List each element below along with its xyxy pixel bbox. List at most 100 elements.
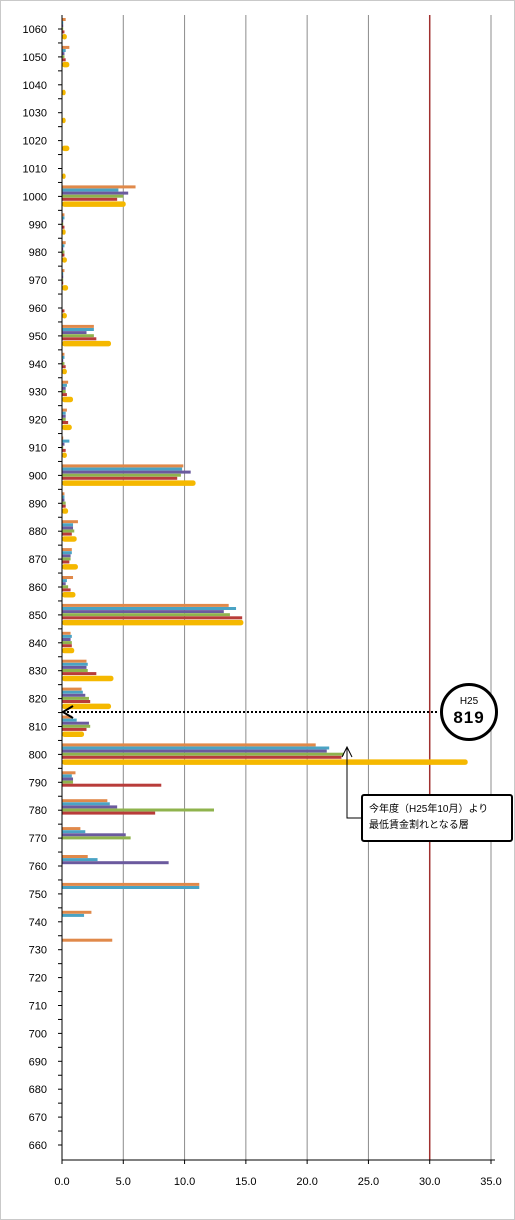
bar xyxy=(62,592,76,598)
bar xyxy=(62,386,66,390)
bar xyxy=(62,222,64,226)
bar xyxy=(62,191,129,195)
bar xyxy=(62,579,67,583)
bar xyxy=(62,700,91,703)
bar xyxy=(62,257,67,263)
bar xyxy=(62,241,66,245)
bar xyxy=(62,417,66,421)
annotation-line1: 今年度（H25年10月）より xyxy=(369,804,489,815)
y-tick-label: 690 xyxy=(29,1056,47,1068)
y-tick-label: 930 xyxy=(29,387,47,399)
bar xyxy=(62,529,75,533)
y-tick-label: 1000 xyxy=(23,191,47,203)
bar xyxy=(62,802,110,806)
bar xyxy=(62,669,88,672)
bar xyxy=(62,808,214,812)
y-tick-label: 910 xyxy=(29,443,47,455)
bar xyxy=(62,548,72,552)
bar xyxy=(62,613,230,617)
bar xyxy=(62,886,200,889)
bar xyxy=(62,687,82,691)
y-tick-label: 810 xyxy=(29,722,47,734)
bar xyxy=(62,749,327,753)
y-tick-label: 740 xyxy=(29,917,47,929)
bar xyxy=(62,21,64,25)
bar xyxy=(62,644,72,648)
bar xyxy=(62,603,229,607)
y-tick-labels: 1060 1050 1040 1030 1020 1010 1000 990 980 970 960… xyxy=(23,24,47,1152)
bar xyxy=(62,250,65,254)
bar xyxy=(62,752,344,756)
bar xyxy=(62,780,74,784)
bar xyxy=(62,442,65,446)
bar xyxy=(62,309,65,313)
bar xyxy=(62,439,70,443)
bar xyxy=(62,145,70,152)
y-tick-label: 850 xyxy=(29,610,47,622)
bar xyxy=(62,414,66,418)
annotation-arrowhead xyxy=(341,745,353,758)
bar xyxy=(62,408,67,412)
y-tick-label: 1040 xyxy=(23,80,47,92)
bar xyxy=(62,411,66,415)
bar xyxy=(62,225,65,229)
bar xyxy=(62,390,66,393)
bar xyxy=(62,536,77,542)
bar xyxy=(62,532,72,536)
bar xyxy=(62,324,94,328)
bar xyxy=(62,619,244,626)
bar xyxy=(62,272,64,276)
bar xyxy=(62,492,65,496)
bar xyxy=(62,783,162,787)
bar xyxy=(62,913,85,917)
bar xyxy=(62,34,67,40)
y-tick-label: 970 xyxy=(29,275,47,287)
bar xyxy=(62,473,181,477)
bar xyxy=(62,743,316,747)
bar xyxy=(62,554,71,558)
y-tick-label: 660 xyxy=(29,1140,47,1152)
bar xyxy=(62,380,69,384)
y-tick-label: 990 xyxy=(29,219,47,231)
x-tick-label: 10.0 xyxy=(174,1176,195,1188)
bar xyxy=(62,610,224,614)
y-tick-label: 1010 xyxy=(23,164,47,176)
bar xyxy=(62,337,97,341)
y-tick-label: 900 xyxy=(29,470,47,482)
bar xyxy=(62,362,65,366)
y-tick-label: 1060 xyxy=(23,24,47,36)
bar xyxy=(62,690,83,694)
bar xyxy=(62,675,114,682)
bar xyxy=(62,55,65,59)
bar xyxy=(62,45,70,49)
bar xyxy=(62,328,94,331)
bar xyxy=(62,855,88,858)
bar xyxy=(62,340,112,347)
bar xyxy=(62,467,183,471)
bar xyxy=(62,89,66,96)
bar xyxy=(62,269,65,273)
bar xyxy=(62,774,72,778)
bar xyxy=(62,724,91,728)
y-tick-label: 700 xyxy=(29,1028,47,1040)
y-tick-label: 880 xyxy=(29,526,47,538)
bar xyxy=(62,445,64,449)
bar xyxy=(62,858,98,862)
bar xyxy=(62,185,136,189)
bar xyxy=(62,393,67,397)
bar xyxy=(62,811,156,815)
x-tick-label: 30.0 xyxy=(419,1176,440,1188)
bar xyxy=(62,244,65,248)
bar xyxy=(62,313,67,319)
bar xyxy=(62,560,70,564)
bar xyxy=(62,830,86,834)
bar xyxy=(62,476,178,480)
h25-819-callout: H25 819 xyxy=(440,683,498,741)
bar xyxy=(62,194,124,198)
bar xyxy=(62,508,69,514)
bar xyxy=(62,213,65,217)
bar xyxy=(62,281,64,285)
y-tick-label: 820 xyxy=(29,694,47,706)
callout-big-text: 819 xyxy=(453,708,485,727)
bar xyxy=(62,285,69,291)
